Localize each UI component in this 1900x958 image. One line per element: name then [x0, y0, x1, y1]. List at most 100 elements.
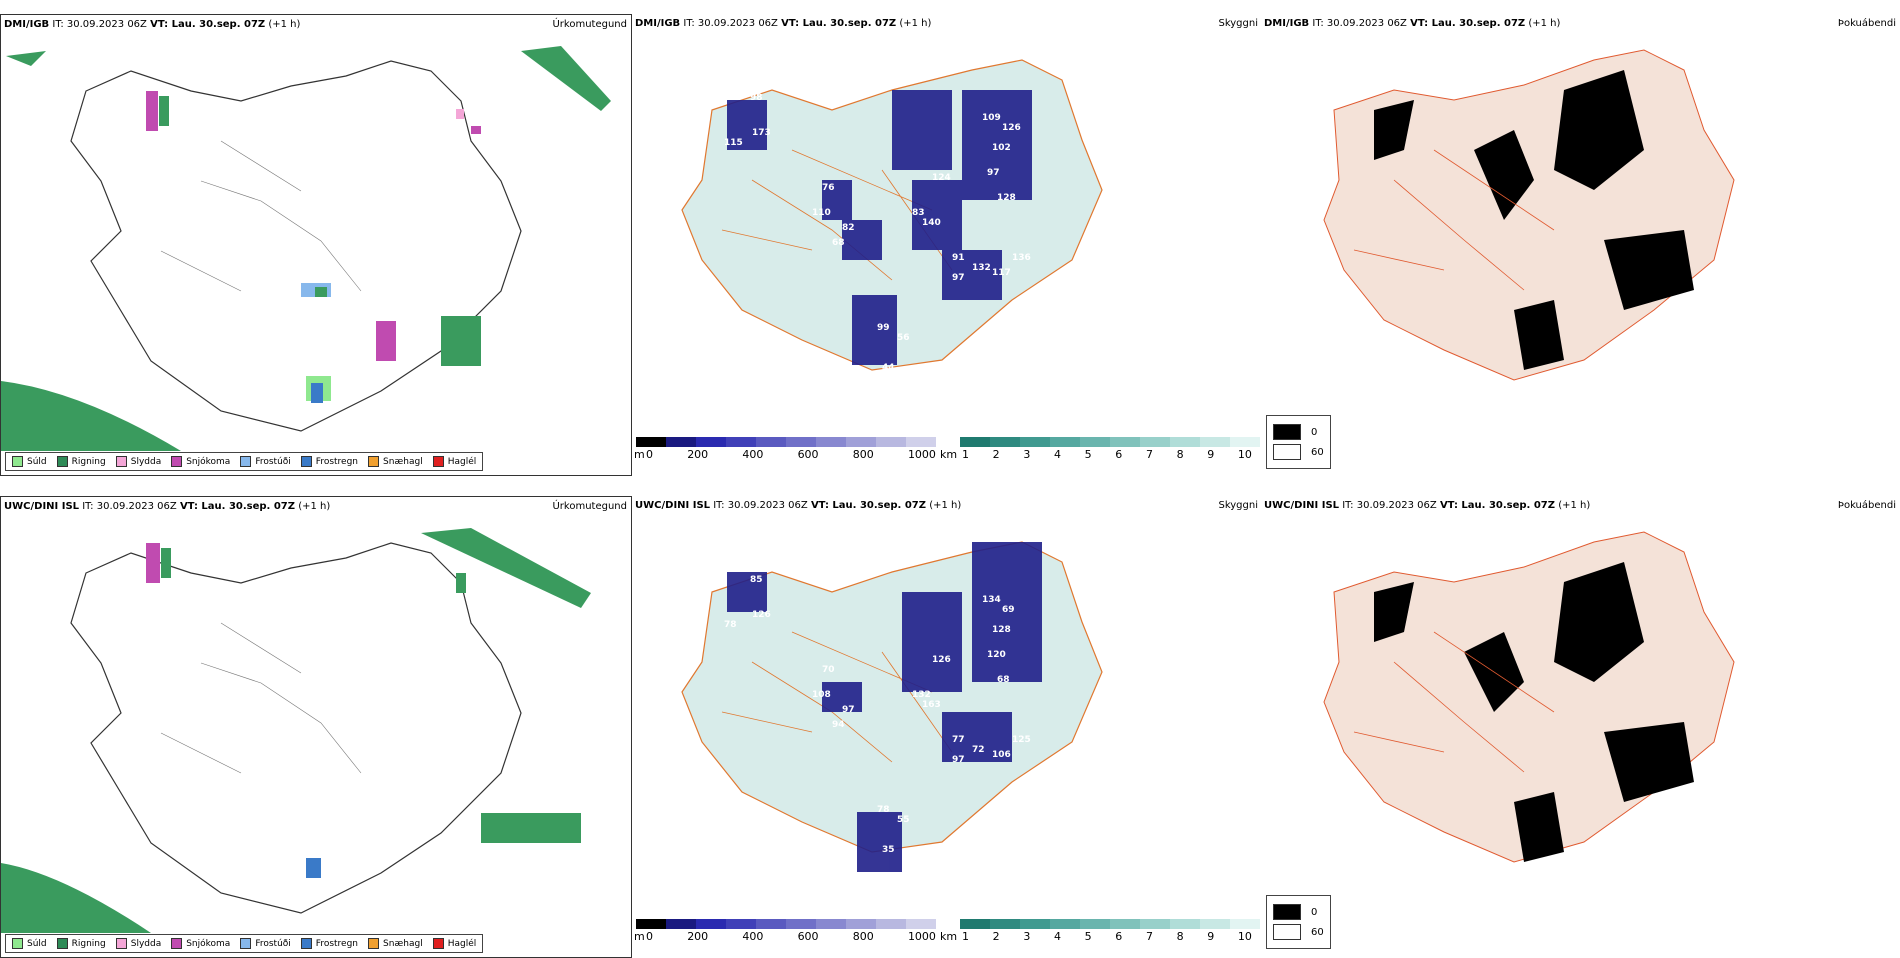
colorbar-tick: 200 — [687, 930, 709, 943]
colorbar-segment — [636, 919, 666, 929]
colorbar-segment — [1080, 919, 1110, 929]
colorbar-tick: 0 — [646, 448, 653, 461]
fog-swatch-60 — [1273, 924, 1301, 940]
legend-item: Slydda — [115, 938, 161, 949]
colorbar-segment — [666, 437, 696, 447]
colorbar-segment — [1020, 437, 1050, 447]
colorbar-tick: 800 — [852, 448, 874, 461]
panel-title: DMI/IGB IT: 30.09.2023 06Z VT: Lau. 30.s… — [635, 18, 932, 29]
colorbar-segment — [846, 919, 876, 929]
colorbar-tick: 4 — [1053, 448, 1061, 461]
cloudbase-value-label: 134 — [982, 595, 1001, 605]
swatch-sleet — [115, 938, 127, 949]
cloudbase-value-label: 97 — [987, 168, 1000, 178]
cloudbase-value-label: 97 — [842, 705, 855, 715]
swatch-freezing-drizzle — [240, 938, 252, 949]
fog-panel-1: DMI/IGB IT: 30.09.2023 06Z VT: Lau. 30.s… — [1264, 14, 1900, 476]
swatch-sleet — [115, 456, 127, 467]
cloudbase-value-label: 163 — [922, 700, 941, 710]
colorbar-tick: 400 — [742, 930, 764, 943]
cloudbase-value-label: 124 — [932, 173, 951, 183]
legend-item: Frostregn — [300, 938, 358, 949]
cloudbase-value-label: 136 — [1012, 253, 1031, 263]
colorbar-segment — [786, 919, 816, 929]
cloudbase-value-label: 140 — [922, 218, 941, 228]
cloudbase-unit: m — [634, 448, 645, 461]
swatch-hail — [432, 938, 444, 949]
colorbar-tick: 8 — [1176, 930, 1184, 943]
cloudbase-value-label: 120 — [987, 650, 1006, 660]
colorbar-tick: 0 — [646, 930, 653, 943]
colorbar-tick: 7 — [1145, 448, 1153, 461]
legend-item: Haglél — [432, 456, 476, 467]
precip-type-panel-1: DMI/IGB IT: 30.09.2023 06Z VT: Lau. 30.s… — [0, 14, 632, 476]
cloudbase-value-label: 128 — [992, 625, 1011, 635]
swatch-snow — [171, 938, 183, 949]
colorbar-tick: 9 — [1207, 930, 1215, 943]
swatch-freezing-rain — [300, 456, 312, 467]
colorbar-segment — [960, 437, 990, 447]
colorbar-segment — [846, 437, 876, 447]
panel-title: UWC/DINI ISL IT: 30.09.2023 06Z VT: Lau.… — [1264, 500, 1591, 511]
cloudbase-value-label: 82 — [842, 223, 855, 233]
legend-item: Haglél — [432, 938, 476, 949]
panel-title: DMI/IGB IT: 30.09.2023 06Z VT: Lau. 30.s… — [4, 19, 301, 30]
cloudbase-value-label: 126 — [752, 610, 771, 620]
colorbar-segment — [906, 437, 936, 447]
cloudbase-value-label: 94 — [832, 720, 845, 730]
fog-map — [1323, 531, 1735, 863]
cloudbase-value-label: 98 — [750, 93, 763, 103]
cloud-vis-panel-2: UWC/DINI ISL IT: 30.09.2023 06Z VT: Lau.… — [632, 496, 1272, 958]
legend-item: Rigning — [56, 456, 106, 467]
visibility-unit: km — [940, 930, 958, 943]
colorbar-tick: 6 — [1115, 930, 1123, 943]
fog-swatch-60 — [1273, 444, 1301, 460]
cloudbase-value-label: 110 — [812, 208, 831, 218]
cloudbase-value-label: 77 — [952, 735, 965, 745]
fog-panel-2: UWC/DINI ISL IT: 30.09.2023 06Z VT: Lau.… — [1264, 496, 1900, 958]
colorbar-segment — [1110, 919, 1140, 929]
colorbar-segment — [876, 919, 906, 929]
fog-map — [1323, 49, 1735, 381]
colorbar-segment — [636, 437, 666, 447]
colorbar-segment — [1110, 437, 1140, 447]
colorbar-tick: 4 — [1053, 930, 1061, 943]
colorbar-tick: 6 — [1115, 448, 1123, 461]
colorbar-tick: 7 — [1145, 930, 1153, 943]
cloudbase-value-label: 109 — [982, 113, 1001, 123]
visibility-unit: km — [940, 448, 958, 461]
legend-item: Snæhagl — [368, 456, 423, 467]
colorbar-segment — [1170, 919, 1200, 929]
fog-swatch-0 — [1273, 424, 1301, 440]
colorbar-tick: 5 — [1084, 448, 1092, 461]
colorbar-tick: 200 — [687, 448, 709, 461]
visibility-ticks: 1 2 3 4 5 6 7 8 9 10 — [962, 448, 1252, 461]
colorbar-segment — [696, 919, 726, 929]
colorbar-segment — [1080, 437, 1110, 447]
colorbar-segment — [666, 919, 696, 929]
colorbar-tick: 1 — [962, 930, 969, 943]
colorbar-segment — [1230, 437, 1260, 447]
cloudbase-value-label: 76 — [822, 183, 835, 193]
colorbar-tick: 1000 — [907, 448, 936, 461]
cloudbase-value-label: 91 — [952, 253, 965, 263]
colorbar-tick: 3 — [1023, 930, 1031, 943]
colorbar-segment — [726, 437, 756, 447]
variable-name: Skyggni — [1218, 500, 1258, 511]
cloudbase-value-label: 72 — [972, 745, 985, 755]
swatch-snow-pellets — [368, 456, 380, 467]
cloudbase-value-label: 68 — [832, 238, 845, 248]
cloud-vis-panel-1: DMI/IGB IT: 30.09.2023 06Z VT: Lau. 30.s… — [632, 14, 1272, 476]
cloudbase-value-label: 102 — [992, 143, 1011, 153]
colorbar-tick: 5 — [1084, 930, 1092, 943]
legend-item: Súld — [12, 456, 47, 467]
variable-name: Úrkomutegund — [552, 501, 627, 512]
cloudbase-value-label: 128 — [997, 193, 1016, 203]
cloudbase-value-label: 106 — [992, 750, 1011, 760]
cloudbase-value-label: 69 — [1002, 605, 1015, 615]
colorbar-segment — [990, 437, 1020, 447]
panel-title: DMI/IGB IT: 30.09.2023 06Z VT: Lau. 30.s… — [1264, 18, 1561, 29]
legend-item: Snjókoma — [171, 456, 230, 467]
swatch-rain — [56, 938, 68, 949]
cloudbase-value-label: 126 — [932, 655, 951, 665]
